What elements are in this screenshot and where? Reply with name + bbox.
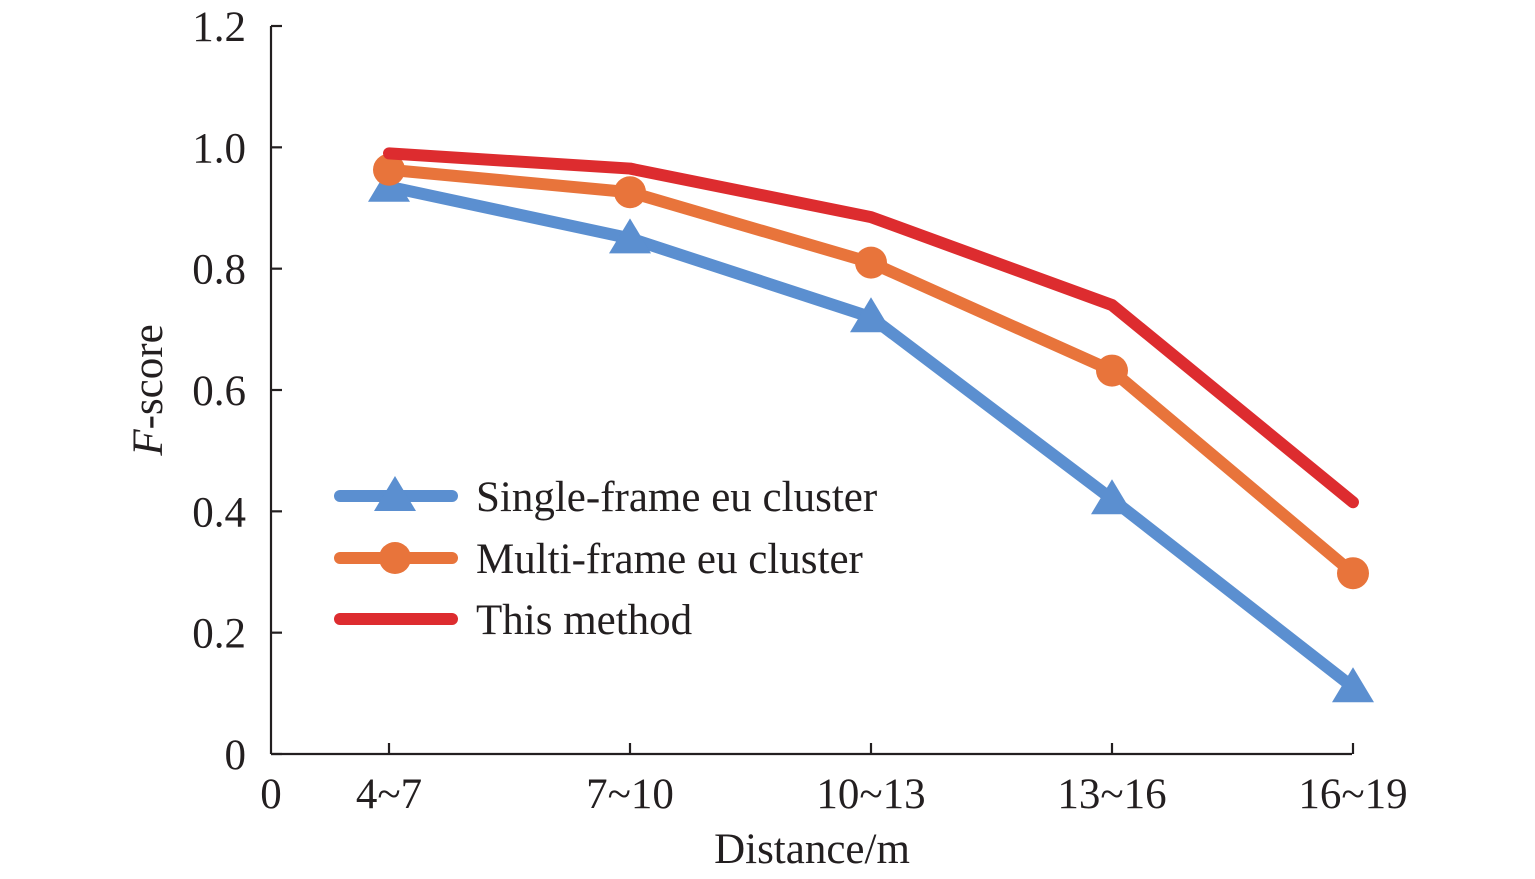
legend: Single-frame eu cluster Multi-frame eu cl…: [334, 474, 877, 644]
circle-marker: [373, 153, 405, 186]
circle-marker: [1337, 557, 1369, 590]
circle-marker: [855, 246, 887, 279]
y-tick-label: 0.4: [192, 489, 246, 536]
triangle-marker: [609, 218, 651, 254]
legend-item: This method: [334, 597, 692, 644]
x-tick-label: 16~19: [1298, 771, 1407, 818]
y-tick-label: 0: [225, 732, 247, 779]
series-layer: [368, 147, 1374, 703]
y-tick-label: 0.8: [192, 247, 246, 294]
legend-label: This method: [476, 597, 692, 644]
legend-label: Multi-frame eu cluster: [476, 536, 863, 583]
y-tick-label: 0.2: [192, 611, 246, 658]
axes: [269, 26, 1352, 756]
y-tick-label: 1.0: [192, 125, 246, 172]
circle-marker: [1096, 354, 1128, 387]
series-1: [368, 166, 1374, 703]
circle-marker: [614, 176, 646, 209]
legend-label: Single-frame eu cluster: [476, 474, 877, 521]
series-line: [383, 147, 1359, 509]
legend-circle-marker: [379, 542, 411, 574]
x-tick-label: 10~13: [816, 771, 925, 818]
y-axis-title-rest: -score: [125, 324, 172, 429]
triangle-marker: [1091, 479, 1133, 515]
y-tick-label: 0.6: [192, 368, 246, 415]
x-origin-label: 0: [260, 771, 282, 818]
x-tick-label: 13~16: [1057, 771, 1166, 818]
series-3: [383, 147, 1359, 509]
legend-item: Multi-frame eu cluster: [334, 536, 863, 583]
x-axis-title: Distance/m: [714, 826, 910, 873]
y-tick-label: 1.2: [192, 4, 246, 51]
x-ticks: 0 4~7 7~10 10~13 13~16 16~19: [260, 743, 1408, 818]
x-tick-label: 7~10: [586, 771, 674, 818]
triangle-marker: [1332, 667, 1374, 703]
legend-item: Single-frame eu cluster: [334, 474, 877, 521]
triangle-marker: [850, 297, 892, 333]
x-tick-label: 4~7: [356, 771, 422, 818]
series-2: [373, 153, 1369, 590]
y-ticks: 0 0.2 0.4 0.6 0.8 1.0 1.2: [192, 4, 282, 779]
y-axis-title-italic: F: [125, 429, 172, 457]
legend-triangle-marker: [374, 476, 416, 511]
y-axis-title: F-score: [125, 324, 172, 456]
